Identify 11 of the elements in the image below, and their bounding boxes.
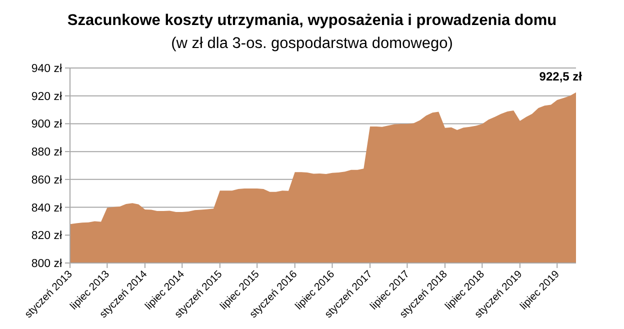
- y-tick-label: 920 zł: [31, 90, 62, 103]
- y-tick-label: 860 zł: [31, 174, 62, 186]
- y-tick-label: 820 zł: [31, 230, 62, 242]
- annotation: 922,5 zł: [539, 69, 583, 84]
- y-tick-label: 840 zł: [31, 202, 62, 214]
- y-tick-label: 900 zł: [31, 118, 62, 131]
- y-tick-label: 800 zł: [31, 258, 62, 270]
- chart-title: Szacunkowe koszty utrzymania, wyposażenia i prowadzenia domu: [67, 12, 557, 29]
- y-tick-label: 880 zł: [31, 146, 62, 159]
- chart-subtitle: (w zł dla 3-os. gospodarstwa domowego): [171, 35, 453, 52]
- y-tick-label: 940 zł: [31, 63, 62, 76]
